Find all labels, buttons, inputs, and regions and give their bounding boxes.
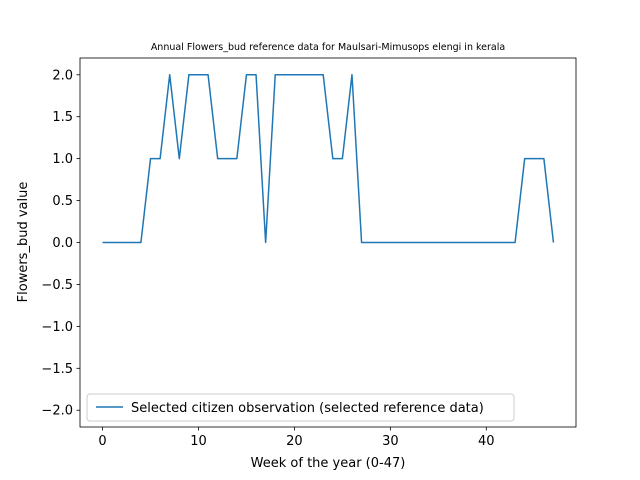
y-tick-label: 0.0 [52,236,73,251]
y-tick-label: 1.5 [52,110,73,125]
y-tick-label: −0.5 [41,278,73,293]
x-tick-label: 0 [98,434,106,449]
x-tick-label: 30 [382,434,399,449]
y-tick-label: 1.0 [52,152,73,167]
y-tick-label: −1.5 [41,362,73,377]
y-tick-label: −1.0 [41,320,73,335]
x-tick-label: 40 [478,434,495,449]
legend-label: Selected citizen observation (selected r… [131,401,484,416]
y-tick-label: 2.0 [52,68,73,83]
y-tick-label: −2.0 [41,404,73,419]
legend-box [86,393,515,422]
series-line-0 [102,74,555,244]
x-tick-label: 20 [286,434,303,449]
plot-area: 0 10 20 30 40 −2.0 −1.5 −1.0 −0.5 0.0 0.5 1.0 1.5 2.0… [41,57,577,449]
x-axis-label: Week of the year (0-47) [251,456,406,471]
legend: Selected citizen observation (selected r… [86,393,515,422]
chart-title: Annual Flowers_bud reference data for Ma… [151,42,505,53]
x-tick-label: 10 [190,434,207,449]
y-tick-label: 0.5 [52,194,73,209]
y-axis-label: Flowers_bud value [16,182,31,303]
